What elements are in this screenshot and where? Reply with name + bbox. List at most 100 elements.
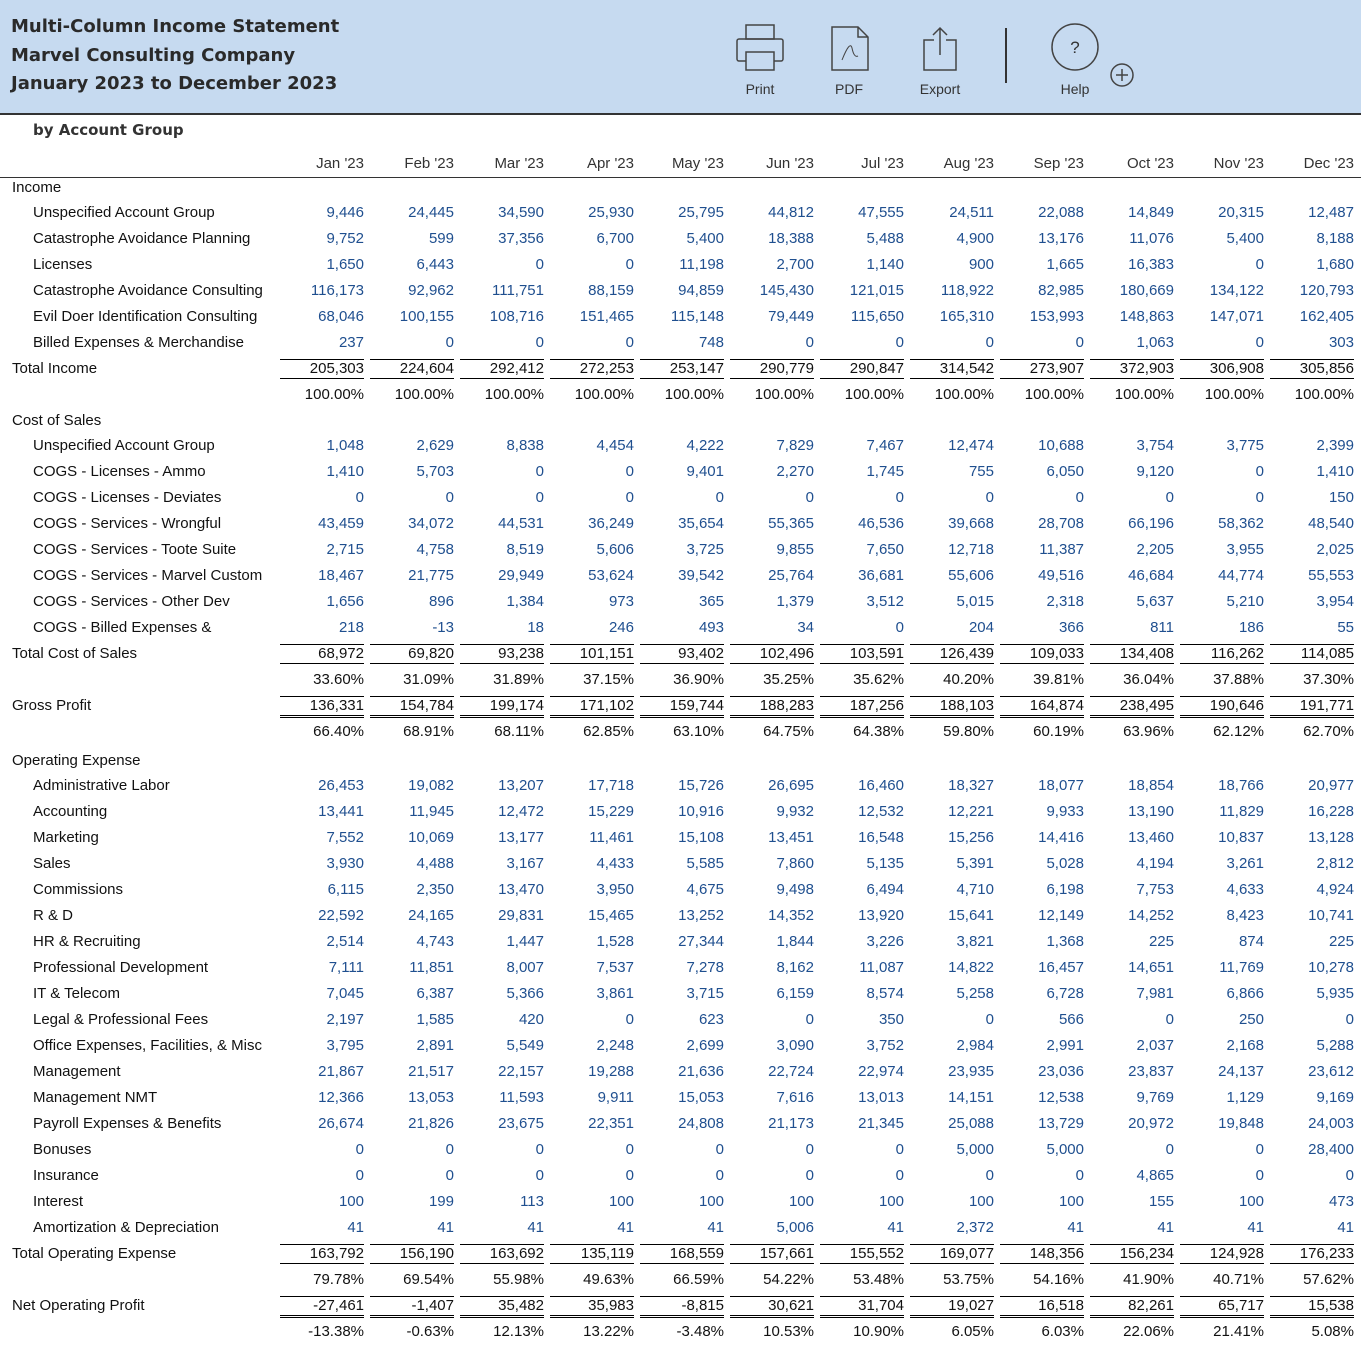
section-heading: Operating Expense — [12, 752, 141, 769]
percent: 10.90% — [853, 1323, 904, 1340]
toolbar-icons: ? — [736, 23, 1134, 87]
total-amount: 190,646 — [1180, 696, 1264, 718]
title-line: January 2023 to December 2023 — [11, 73, 338, 94]
amount: 811 — [1150, 619, 1174, 636]
amount: 4,758 — [416, 541, 454, 558]
amount: 0 — [985, 334, 994, 351]
help-icon[interactable] — [1051, 23, 1099, 71]
account-label: Catastrophe Avoidance Consulting — [33, 282, 263, 299]
amount: 1,528 — [596, 933, 634, 950]
total-amount: 306,908 — [1180, 359, 1264, 379]
amount: 55,553 — [1308, 567, 1354, 584]
amount: 41 — [437, 1219, 454, 1236]
amount: 204 — [968, 619, 994, 636]
percent: 31.89% — [493, 671, 544, 688]
amount: 9,120 — [1136, 463, 1174, 480]
amount: 6,728 — [1046, 985, 1084, 1002]
amount: 5,015 — [956, 593, 994, 610]
amount: 23,036 — [1038, 1063, 1084, 1080]
amount: 7,045 — [326, 985, 364, 1002]
total-amount: 156,234 — [1090, 1244, 1174, 1264]
amount: 748 — [698, 334, 724, 351]
amount: 18,766 — [1218, 777, 1264, 794]
amount: 1,680 — [1316, 256, 1354, 273]
amount: 180,669 — [1119, 282, 1174, 299]
amount: 8,574 — [866, 985, 904, 1002]
amount: 2,197 — [326, 1011, 364, 1028]
total-amount: 238,495 — [1090, 696, 1174, 718]
amount: 12,472 — [498, 803, 544, 820]
percent: 54.22% — [763, 1271, 814, 1288]
amount: 44,812 — [768, 204, 814, 221]
amount: 162,405 — [1299, 308, 1354, 325]
percent: 36.04% — [1123, 671, 1174, 688]
amount: 0 — [805, 334, 814, 351]
amount: 11,829 — [1219, 803, 1264, 820]
total-amount: 135,119 — [550, 1244, 634, 1264]
amount: 9,498 — [776, 881, 814, 898]
account-label: Management NMT — [33, 1089, 158, 1106]
amount: 11,387 — [1039, 541, 1084, 558]
pdf-icon[interactable] — [831, 26, 869, 71]
percent: 100.00% — [1294, 386, 1354, 403]
amount: -13 — [432, 619, 454, 636]
amount: 21,636 — [678, 1063, 724, 1080]
amount: 12,474 — [948, 437, 994, 454]
amount: 13,190 — [1128, 803, 1174, 820]
amount: 0 — [445, 334, 454, 351]
amount: 15,726 — [678, 777, 724, 794]
amount: 25,764 — [768, 567, 814, 584]
percent: 62.85% — [583, 723, 634, 740]
total-amount: 124,928 — [1180, 1244, 1264, 1264]
amount: 0 — [1255, 256, 1264, 273]
total-amount: -1,407 — [370, 1296, 454, 1318]
account-label: Administrative Labor — [33, 777, 170, 794]
add-button[interactable] — [1110, 63, 1134, 87]
export-label[interactable]: Export — [919, 81, 961, 97]
account-label: Insurance — [33, 1167, 99, 1184]
amount: 28,400 — [1308, 1141, 1354, 1158]
help-label[interactable]: Help — [1060, 81, 1090, 97]
total-amount: 101,151 — [550, 644, 634, 664]
amount: 13,013 — [858, 1089, 904, 1106]
amount: 11,198 — [679, 256, 724, 273]
amount: 0 — [625, 334, 634, 351]
amount: 3,950 — [596, 881, 634, 898]
pdf-label[interactable]: PDF — [835, 81, 863, 97]
amount: 1,410 — [326, 463, 364, 480]
amount: 1,129 — [1226, 1089, 1264, 1106]
amount: 420 — [518, 1011, 544, 1028]
amount: 49,516 — [1038, 567, 1084, 584]
amount: 9,769 — [1136, 1089, 1174, 1106]
total-amount: 188,103 — [910, 696, 994, 718]
percent: 12.13% — [493, 1323, 544, 1340]
percent: 69.54% — [403, 1271, 454, 1288]
subtitle: by Account Group — [33, 121, 184, 139]
amount: 4,222 — [686, 437, 724, 454]
print-label[interactable]: Print — [745, 81, 775, 97]
amount: 39,668 — [948, 515, 994, 532]
total-amount: 163,692 — [460, 1244, 544, 1264]
amount: 20,315 — [1218, 204, 1264, 221]
amount: 13,460 — [1128, 829, 1174, 846]
amount: 18,467 — [318, 567, 364, 584]
percent: 37.15% — [583, 671, 634, 688]
amount: 145,430 — [759, 282, 814, 299]
amount: 12,718 — [948, 541, 994, 558]
percent: 100.00% — [754, 386, 814, 403]
total-amount: 176,233 — [1270, 1244, 1354, 1264]
amount: 246 — [608, 619, 634, 636]
amount: 5,210 — [1226, 593, 1264, 610]
total-amount: 109,033 — [1000, 644, 1084, 664]
total-amount: 314,542 — [910, 359, 994, 379]
percent: 6.05% — [951, 1323, 994, 1340]
amount: 4,488 — [416, 855, 454, 872]
amount: 623 — [698, 1011, 724, 1028]
percent: 100.00% — [394, 386, 454, 403]
export-icon[interactable] — [923, 26, 957, 71]
print-icon[interactable] — [736, 24, 784, 71]
amount: 55,606 — [948, 567, 994, 584]
amount: 5,006 — [776, 1219, 814, 1236]
amount: 0 — [1165, 489, 1174, 506]
